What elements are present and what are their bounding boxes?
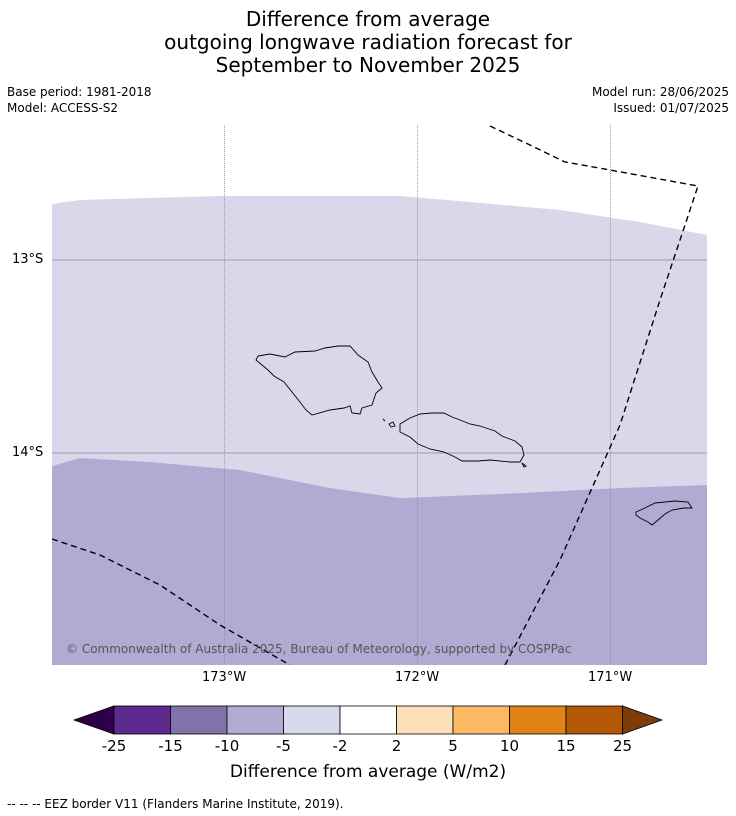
meta-right: Model run: 28/06/2025 Issued: 01/07/2025 <box>592 84 729 116</box>
colorbar-cell <box>396 705 454 735</box>
meta-left: Base period: 1981-2018 Model: ACCESS-S2 <box>7 84 152 116</box>
colorbar-arrow-high <box>622 705 664 735</box>
lat-label-13s: 13°S <box>12 252 44 267</box>
title-line-2: outgoing longwave radiation forecast for <box>164 30 572 54</box>
nuutele-islet <box>521 462 527 468</box>
graticule <box>52 125 707 665</box>
colorbar-cell <box>339 705 397 735</box>
lat-label-14s: 14°S <box>12 445 44 460</box>
colorbar-tick-label: -5 <box>276 737 291 755</box>
colorbar-tick-label: 10 <box>500 737 519 755</box>
manono-islet <box>388 421 396 428</box>
issued-date: Issued: 01/07/2025 <box>613 101 729 115</box>
anomaly-band-light <box>52 196 707 498</box>
colorbar-tick-label: 2 <box>392 737 402 755</box>
lon-label-172w: 172°W <box>395 670 440 685</box>
colorbar-cell <box>565 705 623 735</box>
colorbar-tick-label: 5 <box>448 737 458 755</box>
upolu-island <box>399 412 525 463</box>
savaii-island <box>255 345 383 416</box>
colorbar-tick-label: -10 <box>215 737 240 755</box>
model-run: Model run: 28/06/2025 <box>591 85 729 99</box>
lon-label-173w: 173°W <box>202 670 247 685</box>
colorbar-tick-label: -2 <box>333 737 348 755</box>
colorbar-cell <box>170 705 228 735</box>
title-line-3: September to November 2025 <box>215 53 521 77</box>
colorbar-arrow-low <box>72 705 115 735</box>
chart-title: Difference from average outgoing longwav… <box>0 8 736 77</box>
eez-footnote: -- -- -- EEZ border V11 (Flanders Marine… <box>7 797 344 811</box>
eez-border-southwest <box>52 538 291 665</box>
apolima-islet <box>382 418 386 422</box>
copyright-notice: © Commonwealth of Australia 2025, Bureau… <box>66 642 572 656</box>
model-name: Model: ACCESS-S2 <box>7 101 119 115</box>
title-line-1: Difference from average <box>245 7 491 31</box>
colorbar-cell <box>226 705 284 735</box>
tutuila-island <box>635 500 693 526</box>
base-period: Base period: 1981-2018 <box>7 85 152 99</box>
map-area <box>52 125 707 665</box>
islands <box>255 345 693 526</box>
colorbar-cell <box>452 705 510 735</box>
colorbar-cell <box>283 705 341 735</box>
colorbar-label: Difference from average (W/m2) <box>229 762 507 782</box>
eez-borders <box>52 125 699 665</box>
colorbar-cell <box>509 705 567 735</box>
colorbar-tick-label: 15 <box>556 737 575 755</box>
lon-label-171w: 171°W <box>588 670 633 685</box>
colorbar-tick-label: 25 <box>613 737 632 755</box>
colorbar-tick-label: -15 <box>158 737 183 755</box>
anomaly-band-medium <box>52 458 707 665</box>
colorbar-cell <box>113 705 171 735</box>
colorbar-tick-label: -25 <box>102 737 127 755</box>
